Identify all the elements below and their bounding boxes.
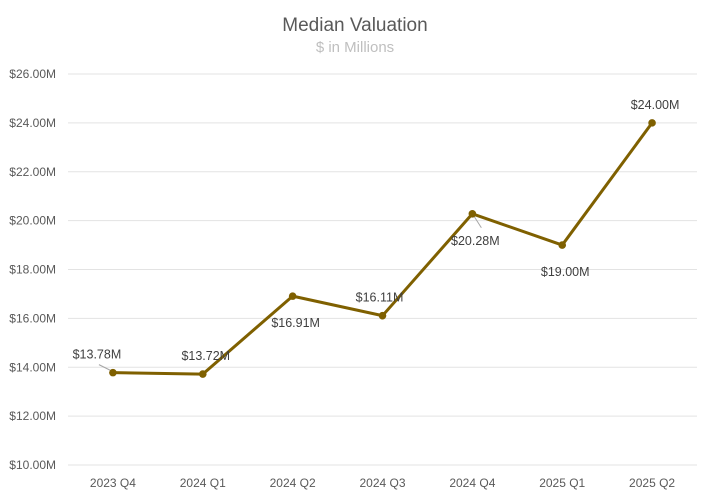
data-point [109, 368, 117, 377]
data-label: $19.00M [541, 265, 590, 279]
data-label: $20.28M [451, 234, 500, 248]
x-tick-label: 2025 Q2 [629, 476, 675, 490]
data-points [109, 119, 656, 378]
data-label: $13.78M [73, 348, 122, 362]
gridlines [68, 73, 697, 466]
data-point [378, 311, 387, 320]
data-point [468, 209, 477, 218]
x-tick-label: 2024 Q2 [270, 476, 316, 490]
y-tick-label: $24.00M [9, 116, 56, 130]
data-point [198, 370, 207, 378]
chart-title: Median Valuation [282, 15, 427, 36]
series-line-layer [111, 121, 654, 376]
y-tick-label: $20.00M [9, 214, 56, 228]
data-point [288, 292, 297, 300]
y-tick-label: $26.00M [9, 67, 56, 81]
label-leader-lines [98, 216, 482, 372]
x-tick-label: 2024 Q3 [359, 476, 405, 490]
data-label: $24.00M [631, 98, 680, 112]
series-line [111, 121, 654, 376]
x-tick-label: 2024 Q1 [180, 476, 226, 490]
x-axis-ticks: 2023 Q4 2024 Q1 2024 Q2 2024 Q3 2024 Q4 2025 … [90, 476, 676, 490]
data-label: $16.91M [271, 316, 320, 330]
data-label: $13.72M [181, 349, 230, 363]
label-leader-line [473, 216, 482, 229]
y-axis-ticks: $10.00M $12.00M $14.00M $16.00M $18.00M $20.0… [9, 67, 56, 472]
data-point [558, 241, 567, 249]
data-label: $16.11M [356, 291, 404, 305]
chart-subtitle: $ in Millions [316, 39, 394, 56]
y-tick-label: $22.00M [9, 165, 56, 179]
y-tick-label: $16.00M [9, 311, 56, 325]
x-tick-label: 2025 Q1 [539, 476, 585, 490]
y-tick-label: $18.00M [9, 263, 56, 277]
data-point [648, 119, 656, 127]
x-tick-label: 2024 Q4 [449, 476, 495, 490]
data-labels: $13.78M $13.72M $16.91M $16.11M $20.28M $19.0… [73, 98, 680, 363]
label-leader-line [98, 364, 112, 372]
y-tick-label: $14.00M [9, 360, 56, 374]
y-tick-label: $12.00M [9, 409, 56, 423]
x-tick-label: 2023 Q4 [90, 476, 136, 490]
y-tick-label: $10.00M [9, 458, 56, 472]
